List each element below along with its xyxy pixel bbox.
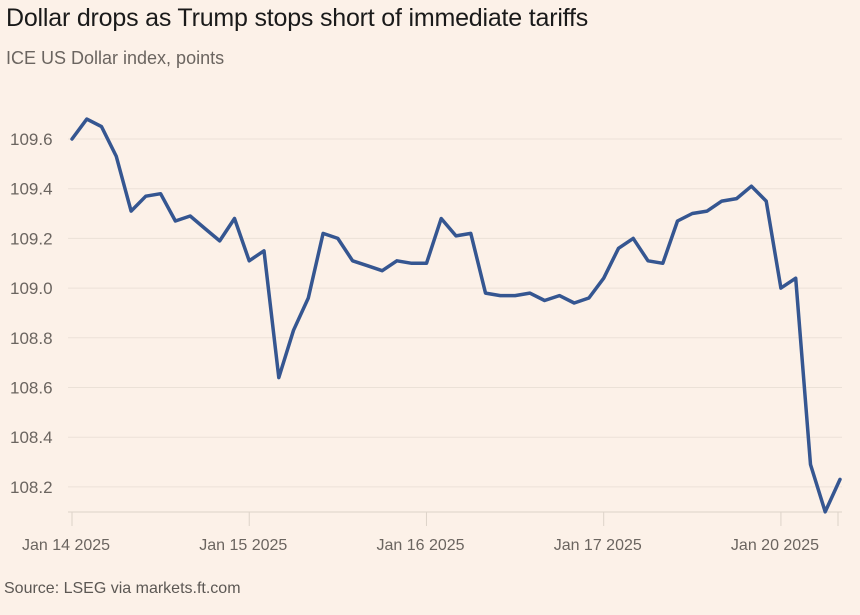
y-tick-label: 109.6 bbox=[10, 130, 53, 149]
y-tick-label: 108.4 bbox=[10, 428, 53, 447]
series-line-dollar-index bbox=[70, 117, 842, 514]
x-tick-label: Jan 16 2025 bbox=[376, 537, 464, 554]
x-tick-label: Jan 20 2025 bbox=[731, 537, 819, 554]
y-tick-label: 109.2 bbox=[10, 229, 53, 248]
y-tick-label: 108.6 bbox=[10, 379, 53, 398]
y-tick-label: 108.2 bbox=[10, 478, 53, 497]
chart-title: Dollar drops as Trump stops short of imm… bbox=[6, 4, 589, 32]
y-tick-label: 109.4 bbox=[10, 180, 53, 199]
source-note: Source: LSEG via markets.ft.com bbox=[4, 580, 241, 597]
x-tick-label: Jan 17 2025 bbox=[554, 537, 642, 554]
chart-subtitle: ICE US Dollar index, points bbox=[6, 48, 225, 68]
x-tick-label: Jan 15 2025 bbox=[199, 537, 287, 554]
y-tick-label: 108.8 bbox=[10, 329, 53, 348]
x-tick-label: Jan 14 2025 bbox=[22, 537, 110, 554]
y-tick-label: 109.0 bbox=[10, 279, 53, 298]
